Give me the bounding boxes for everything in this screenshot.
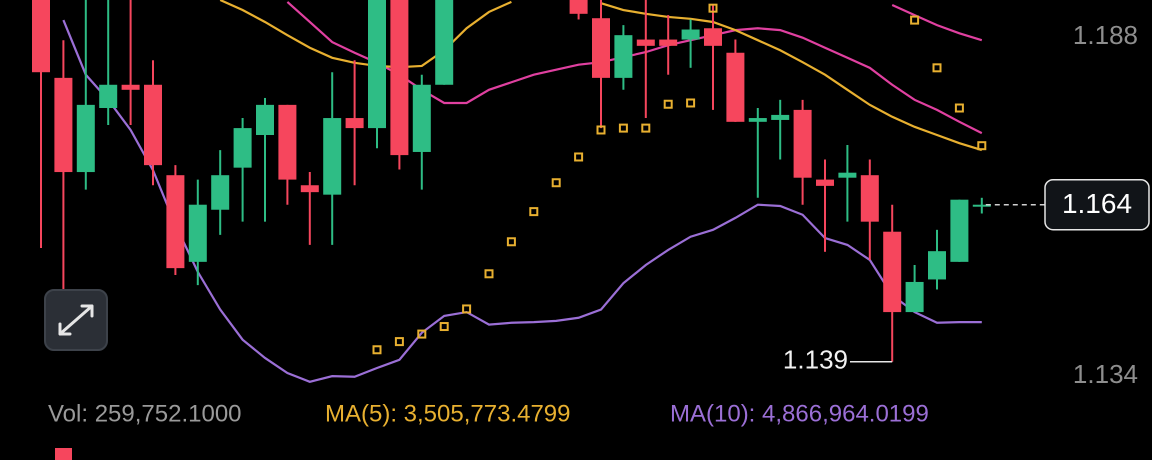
candle-body — [569, 0, 588, 14]
candle-body — [972, 204, 991, 207]
candle-body — [883, 231, 902, 313]
candle-body — [300, 185, 319, 193]
candle-body — [188, 204, 207, 262]
sar-dot — [372, 345, 382, 355]
candle-body — [256, 104, 274, 136]
candle-body — [368, 0, 386, 129]
sar-dot — [551, 178, 561, 188]
sar-dot — [618, 123, 628, 133]
candle-body — [905, 281, 924, 313]
sar-dot — [663, 99, 673, 109]
candle-body — [748, 118, 767, 122]
sar-dot — [417, 329, 427, 339]
candle-body — [950, 199, 969, 262]
candle-body — [99, 84, 118, 109]
candle-body — [704, 28, 722, 46]
candle-body — [121, 84, 140, 90]
expand-icon[interactable] — [58, 304, 94, 336]
candle-body — [636, 39, 655, 46]
candle-body — [323, 118, 342, 195]
candle-body — [278, 104, 297, 180]
candle-body — [211, 175, 230, 210]
volume-bar — [55, 448, 72, 460]
candle-body — [76, 104, 95, 173]
candle-body — [860, 175, 879, 222]
candle-body — [793, 109, 812, 178]
sar-dot — [506, 237, 516, 247]
sar-dot — [641, 123, 651, 133]
current-price-label: 1.164 — [1062, 188, 1132, 219]
sar-dot — [977, 141, 987, 151]
sar-dot — [574, 152, 584, 162]
candle-body — [726, 52, 745, 122]
sar-dot — [484, 269, 494, 279]
candle-body — [592, 18, 610, 78]
sar-dot — [394, 337, 404, 347]
sar-dot — [686, 98, 696, 108]
y-tick-label: 1.188 — [1073, 20, 1138, 50]
sar-dot — [708, 3, 718, 13]
candle-body — [771, 114, 790, 120]
sar-dot — [529, 207, 539, 217]
candle-body — [928, 251, 946, 280]
overlay-line — [891, 4, 983, 42]
candle-body — [816, 179, 834, 186]
candle-body — [345, 118, 364, 129]
candle-body — [144, 84, 162, 166]
candle-body — [435, 0, 454, 85]
candle-body — [32, 0, 50, 73]
sar-dot — [462, 304, 472, 314]
candle-body — [659, 39, 678, 46]
y-tick-label: 1.134 — [1073, 359, 1138, 389]
overlay-line — [62, 19, 982, 383]
candle-body — [838, 172, 857, 178]
overlay-line — [600, 2, 983, 152]
volume-legend-item: MA(5): 3,505,773.4799 — [325, 400, 571, 427]
sar-dot — [439, 322, 449, 332]
candle-body — [681, 29, 700, 40]
sar-dot — [596, 125, 606, 135]
sar-dot — [910, 15, 920, 25]
price-box — [1044, 178, 1150, 231]
expand-button[interactable] — [44, 289, 108, 351]
sar-dot — [932, 63, 942, 73]
volume-legend-item: MA(10): 4,866,964.0199 — [670, 400, 929, 427]
volume-legend-item: Vol: 259,752.1000 — [48, 400, 242, 427]
candle-body — [390, 0, 409, 156]
overlay-line — [219, 0, 512, 69]
candle-body — [412, 84, 431, 152]
candle-body — [614, 35, 633, 78]
plot-area — [32, 0, 991, 383]
candle-body — [54, 77, 73, 173]
low-label: 1.139 — [783, 345, 848, 375]
sar-dot — [954, 103, 964, 113]
candle-body — [166, 175, 185, 269]
candle-body — [233, 128, 252, 168]
